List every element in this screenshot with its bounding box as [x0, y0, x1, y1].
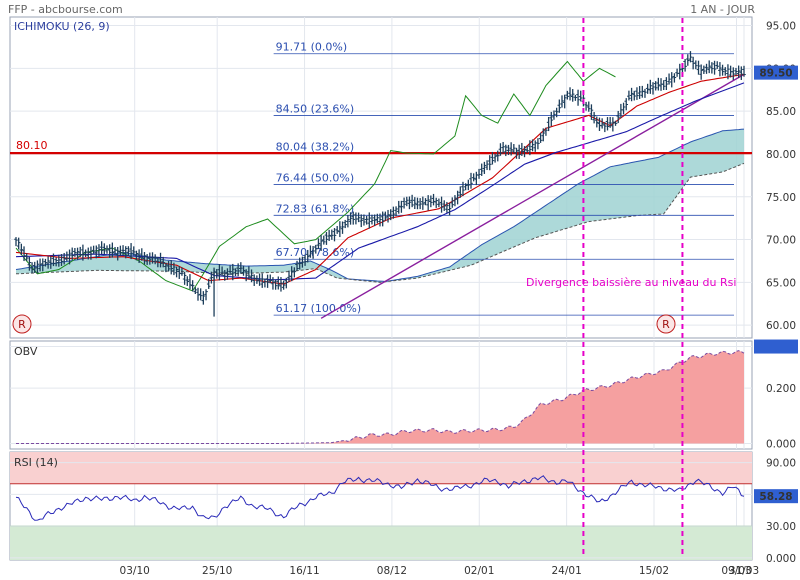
ichimoku-cloud: [16, 129, 744, 283]
x-tick-label: 15/02: [639, 565, 669, 577]
source-label: FFP - abcbourse.com: [8, 3, 123, 16]
obv-last-badge: [754, 339, 798, 354]
price-y-tick-label: 65.00: [766, 277, 796, 289]
x-tick-label: 03/10: [120, 565, 150, 577]
rsi-overbought-zone: [10, 452, 752, 484]
fibonacci-level-label: 67.70 (78.6%): [276, 246, 355, 259]
x-axis: 03/10 25/10 16/11 08/12 02/01 24/01 15/02 09/03…: [120, 565, 760, 577]
price-y-tick-label: 60.00: [766, 320, 796, 332]
rsi-y-tick-label: 90.00: [766, 458, 796, 470]
senkou-span-b-line: [15, 162, 745, 283]
rsi-last-badge: [754, 489, 798, 504]
fibonacci-level-label: 76.44 (50.0%): [276, 171, 355, 184]
price-panel: 95.0090.0085.0080.0075.0070.0065.0060.00…: [10, 21, 798, 334]
fibonacci-level-label: 61.17 (100.0%): [276, 302, 362, 315]
x-tick-label: 08/12: [377, 565, 407, 577]
obv-area: [16, 350, 744, 444]
x-tick-label: 02/01: [464, 565, 494, 577]
obv-line: [16, 350, 745, 444]
price-y-tick-label: 80.00: [766, 149, 796, 161]
reversal-marker-label: R: [18, 318, 26, 331]
fibonacci-level-label: 84.50 (23.6%): [276, 102, 355, 115]
last-price-badge: [754, 65, 798, 80]
rsi-y-tick-label: 0.000: [766, 553, 796, 565]
ichimoku-title: ICHIMOKU (26, 9): [14, 20, 110, 33]
price-y-tick-label: 85.00: [766, 106, 796, 118]
fibonacci-level-label: 80.04 (38.2%): [276, 141, 355, 154]
obv-y-tick-label: 0.200: [766, 383, 796, 395]
obv-title: OBV: [14, 345, 38, 358]
support-line-label: 80.10: [16, 139, 48, 152]
senkou-span-a-line: [15, 128, 745, 283]
rsi-line: [15, 475, 745, 521]
reversal-marker: [656, 314, 676, 334]
last-price-value: 89.50: [759, 68, 792, 80]
x-tick-label: 25/10: [202, 565, 232, 577]
x-tick-label: 31/03: [729, 565, 759, 577]
rsi-oversold-zone: [10, 526, 752, 560]
x-tick-label: 09/03: [721, 565, 751, 577]
x-tick-label: 16/11: [289, 565, 319, 577]
reversal-marker: [12, 314, 32, 334]
kijun-sen-line: [15, 82, 745, 281]
price-y-tick-label: 70.00: [766, 235, 796, 247]
divergence-annotation: Divergence baissière au niveau du Rsi: [526, 276, 736, 289]
fibonacci-level-label: 91.71 (0.0%): [276, 41, 348, 54]
rsi-title: RSI (14): [14, 456, 58, 469]
rsi-y-tick-label: 30.00: [766, 521, 796, 533]
price-y-tick-label: 75.00: [766, 192, 796, 204]
fibonacci-level-label: 72.83 (61.8%): [276, 202, 355, 215]
price-y-tick-label: 95.00: [766, 21, 796, 33]
x-tick-label: 24/01: [551, 565, 581, 577]
reversal-marker-label: R: [662, 318, 670, 331]
rsi-last-value: 58.28: [759, 491, 792, 503]
period-label: 1 AN - JOUR: [690, 3, 755, 16]
obv-y-tick-label: 0.000: [766, 438, 796, 450]
trend-line: [320, 73, 745, 319]
